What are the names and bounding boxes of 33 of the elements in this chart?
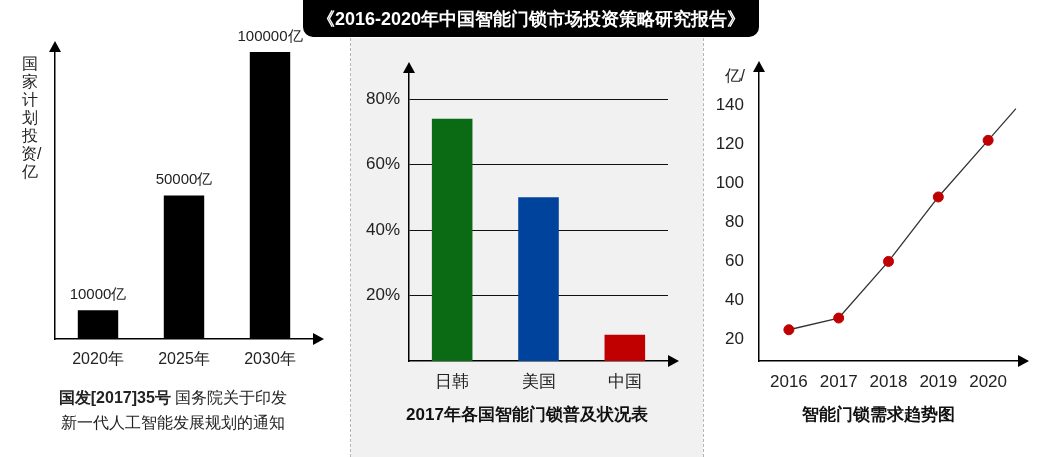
y-tick-label: 80	[725, 212, 744, 232]
data-label: 100000亿	[237, 26, 303, 44]
y-axis-title: 国家计划投资/亿	[21, 55, 42, 181]
data-label: 10000亿	[69, 284, 127, 302]
x-tick-label: 2025年	[158, 350, 210, 368]
x-tick-label: 2019	[919, 371, 958, 391]
y-tick-label: 20	[725, 329, 744, 349]
x-tick-label: 2020	[969, 371, 1008, 391]
text: 国发[2017]35号	[58, 388, 171, 408]
text: 2017年各国智能门锁普及状况表	[406, 404, 648, 426]
text: 智能门锁需求趋势图	[801, 404, 955, 426]
y-tick-label: 60	[725, 251, 744, 271]
y-tick-label: 140	[715, 94, 744, 114]
text: 新一代人工智能发展规划的通知	[61, 413, 285, 433]
y-tick-label: 60%	[365, 154, 400, 174]
x-tick-label: 2017	[819, 371, 858, 391]
x-tick-label: 2018	[869, 371, 908, 391]
text: 国务院关于印发	[175, 388, 288, 408]
y-tick-label: 40	[725, 290, 744, 310]
y-tick-label: 40%	[365, 219, 400, 239]
x-tick-label: 2016	[769, 371, 808, 391]
x-tick-label: 日韩	[435, 371, 470, 391]
y-tick-label: 20%	[365, 285, 400, 305]
x-tick-label: 2020年	[72, 350, 124, 368]
x-tick-label: 中国	[607, 371, 642, 391]
data-label: 50000亿	[155, 170, 213, 188]
y-axis-title: 亿/	[724, 67, 745, 85]
text: 《2016-2020年中国智能门锁市场投资策略研究报告》	[316, 7, 746, 31]
y-tick-label: 120	[715, 133, 744, 153]
y-tick-label: 100	[715, 172, 744, 192]
y-tick-label: 80%	[365, 88, 400, 108]
x-tick-label: 美国	[521, 371, 556, 391]
x-tick-label: 2030年	[244, 350, 296, 368]
